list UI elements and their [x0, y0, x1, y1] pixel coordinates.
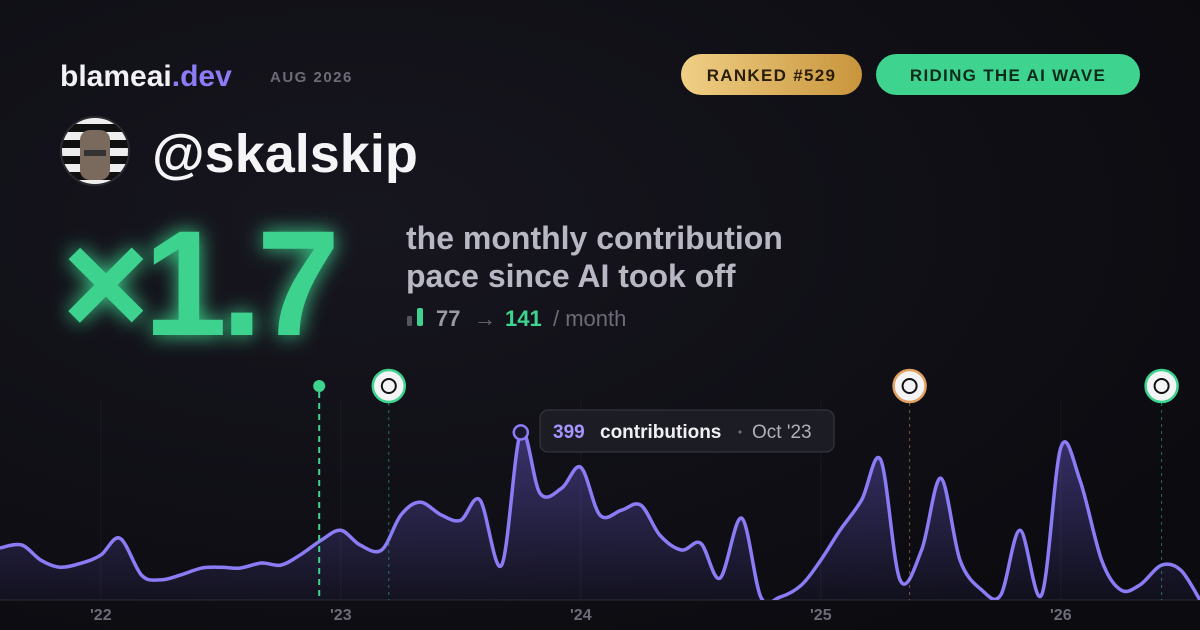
x-tick-label: '23: [330, 607, 352, 624]
chart: '22 '23 '24 '25 '26 399 contributions Oct '23: [0, 368, 1200, 624]
x-tick-label: '24: [570, 607, 592, 624]
stat-icon: [407, 316, 412, 326]
date: AUG 2026: [270, 69, 353, 86]
badge-rank: [681, 54, 862, 95]
event-icon: [892, 368, 927, 404]
multiplier: ×1.7: [62, 199, 334, 367]
tooltip-label: contributions: [600, 422, 721, 443]
stat-before: 77: [436, 306, 460, 331]
brand: blameai.dev: [60, 60, 232, 93]
x-tick-label: '22: [90, 607, 112, 624]
badge-wave-text: RIDING THE AI WAVE: [910, 66, 1106, 85]
highlight-point: [512, 424, 530, 441]
tooltip-date: Oct '23: [752, 422, 812, 443]
x-tick-label: '26: [1050, 607, 1072, 624]
brand-tld: .dev: [172, 60, 232, 93]
stat-arrow: →: [474, 306, 496, 331]
event-icon-glyph: [901, 378, 918, 394]
badge-wave: [876, 54, 1140, 95]
badge-rank-text: RANKED #529: [707, 66, 837, 85]
stat-icon: [417, 308, 423, 326]
tooltip: [539, 409, 835, 453]
event-icon-glyph: [380, 378, 397, 394]
line: [0, 429, 1200, 600]
avatar: [61, 117, 129, 185]
username: @skalskip: [152, 124, 418, 184]
description-line: the monthly contribution: [406, 220, 783, 256]
brand-name: blameai: [60, 60, 172, 93]
tooltip-sep: [738, 430, 742, 434]
stat-after: 141: [505, 306, 542, 331]
avatar-ring: [60, 116, 130, 186]
tooltip-value: 399: [553, 422, 585, 443]
event-icon: [371, 368, 407, 404]
stat-unit: / month: [553, 306, 626, 331]
event-icon: [1144, 368, 1179, 404]
x-tick-label: '25: [810, 607, 832, 624]
plot: [0, 429, 1200, 600]
event-icon-glyph: [1153, 378, 1170, 394]
description-line: pace since AI took off: [406, 258, 736, 294]
event-dot: [313, 380, 326, 392]
